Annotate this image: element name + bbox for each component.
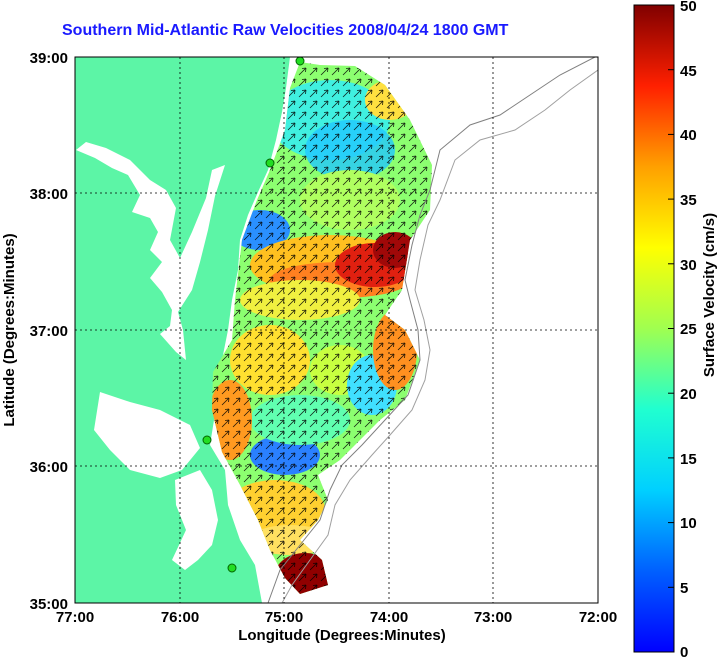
- x-tick-label: 77:00: [56, 609, 94, 626]
- colorbar-tick: 50: [680, 0, 697, 15]
- y-tick-label: 35:00: [30, 596, 68, 613]
- x-tick-label: 76:00: [161, 609, 199, 626]
- colorbar-tick: 10: [680, 515, 697, 532]
- sound-water: [94, 392, 200, 478]
- x-axis-label: Longitude (Degrees:Minutes): [238, 627, 446, 644]
- x-tick-label: 75:00: [265, 609, 303, 626]
- colorbar-label: Surface Velocity (cm/s): [701, 213, 718, 377]
- colorbar-tick: 5: [680, 580, 688, 597]
- colorbar-tick: 40: [680, 127, 697, 144]
- grid-lines: [75, 57, 598, 603]
- colorbar-tick: 0: [680, 644, 688, 659]
- y-axis: 39:00 38:00 37:00 36:00 35:00 Latitude (…: [1, 50, 68, 613]
- y-tick-label: 36:00: [30, 459, 68, 476]
- y-tick-label: 38:00: [30, 186, 68, 203]
- y-axis-label: Latitude (Degrees:Minutes): [1, 233, 18, 426]
- station-marker: [265, 158, 275, 168]
- x-tick-label: 72:00: [579, 609, 617, 626]
- station-marker: [295, 57, 305, 66]
- station-marker: [227, 563, 237, 573]
- colorbar-tick: 45: [680, 63, 697, 80]
- colorbar-tick: 25: [680, 321, 697, 338]
- chesapeake-bay: [76, 142, 225, 360]
- bathymetry-contour-outer: [281, 69, 598, 603]
- colorbar: 50 45 40 35 30 25 20 15 10 5 0 Surface V…: [633, 0, 718, 659]
- x-tick-label: 74:00: [370, 609, 408, 626]
- bathymetry-contour: [267, 57, 596, 603]
- x-tick-label: 73:00: [474, 609, 512, 626]
- map-title: Southern Mid-Atlantic Raw Velocities 200…: [62, 22, 509, 39]
- pamlico-sound: [172, 470, 218, 570]
- colorbar-tick: 30: [680, 257, 697, 274]
- plot-border: [74, 56, 599, 604]
- y-tick-label: 39:00: [30, 50, 68, 67]
- station-markers: [202, 57, 305, 573]
- y-tick-label: 37:00: [30, 323, 68, 340]
- colorbar-tick: 20: [680, 386, 697, 403]
- colorbar-tick: 15: [680, 451, 697, 468]
- x-axis: 77:00 76:00 75:00 74:00 73:00 72:00 Long…: [56, 609, 617, 644]
- colorbar-gradient: [633, 4, 675, 653]
- colorbar-tick: 35: [680, 192, 697, 209]
- station-marker: [202, 435, 212, 445]
